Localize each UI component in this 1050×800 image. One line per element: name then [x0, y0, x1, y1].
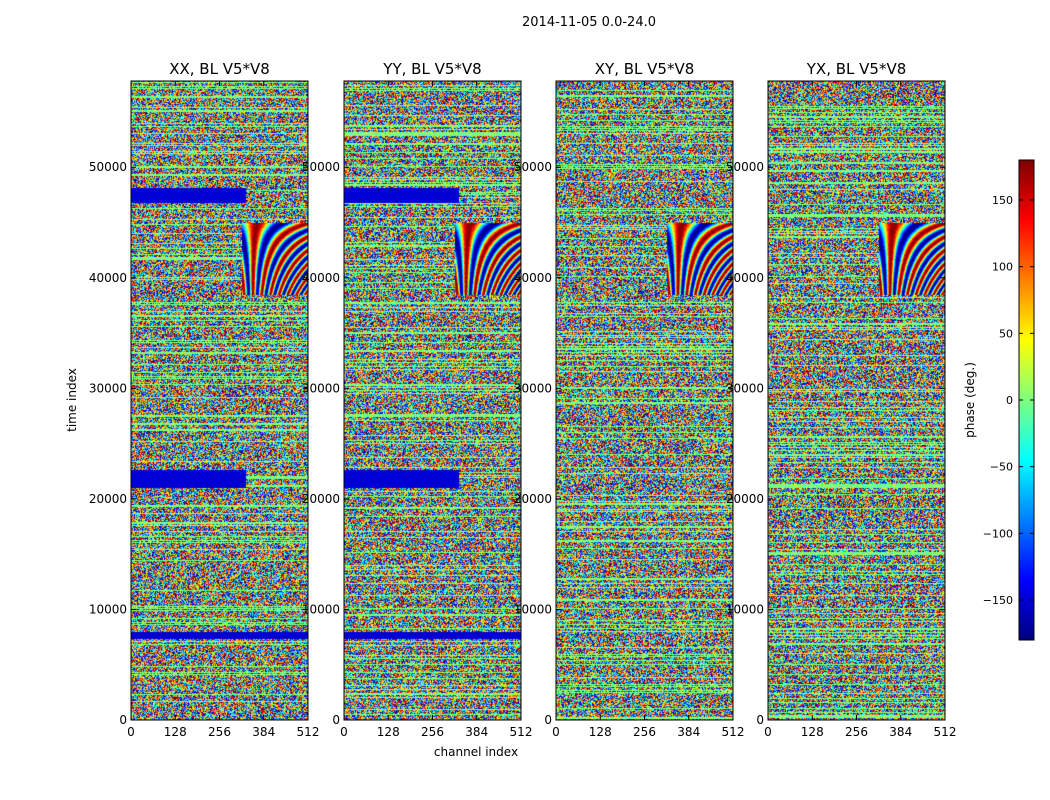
x-axis-label: channel index	[434, 745, 518, 759]
y-tick-label: 20000	[89, 492, 127, 506]
x-tick-label: 512	[722, 725, 745, 739]
y-tick-label: 50000	[89, 160, 127, 174]
y-tick-label: 20000	[514, 492, 552, 506]
y-tick-label: 10000	[514, 602, 552, 616]
y-tick-label: 40000	[514, 271, 552, 285]
y-tick-label: 10000	[726, 602, 764, 616]
panel-title: YX, BL V5*V8	[806, 60, 907, 78]
x-tick-label: 0	[764, 725, 772, 739]
colorbar-tick-label: 100	[992, 261, 1013, 274]
y-tick-label: 30000	[89, 381, 127, 395]
x-tick-label: 0	[127, 725, 135, 739]
x-tick-label: 384	[677, 725, 700, 739]
x-tick-label: 512	[297, 725, 320, 739]
x-tick-label: 128	[377, 725, 400, 739]
y-tick-label: 50000	[514, 160, 552, 174]
y-tick-label: 0	[756, 713, 764, 727]
y-tick-label: 20000	[726, 492, 764, 506]
x-tick-label: 128	[164, 725, 187, 739]
x-tick-label: 256	[421, 725, 444, 739]
y-tick-label: 40000	[302, 271, 340, 285]
y-tick-label: 20000	[302, 492, 340, 506]
y-tick-label: 10000	[89, 602, 127, 616]
colorbar-label: phase (deg.)	[963, 362, 977, 438]
y-tick-label: 40000	[726, 271, 764, 285]
y-tick-label: 50000	[726, 160, 764, 174]
x-tick-label: 384	[252, 725, 275, 739]
panel-1: XX, BL V5*V8 0 128 256 384 512 0 10000 20000 3000…	[65, 60, 319, 739]
y-tick-label: 30000	[726, 381, 764, 395]
heatmap-image	[556, 81, 733, 720]
panels: XX, BL V5*V8 0 128 256 384 512 0 10000 20000 3000…	[65, 60, 956, 759]
heatmap-image	[344, 81, 521, 720]
panel-3: XY, BL V5*V8 0 128 256 384 512 0 10000 20000 3000…	[514, 60, 745, 739]
colorbar-tick-label: −50	[990, 461, 1013, 474]
heatmap-image	[131, 81, 308, 720]
x-tick-label: 256	[633, 725, 656, 739]
panel-title: YY, BL V5*V8	[382, 60, 481, 78]
y-tick-label: 10000	[302, 602, 340, 616]
x-tick-label: 128	[801, 725, 824, 739]
colorbar-tick-label: 50	[999, 327, 1013, 340]
panel-title: XY, BL V5*V8	[595, 60, 695, 78]
y-tick-label: 30000	[514, 381, 552, 395]
figure-title: 2014-11-05 0.0-24.0	[522, 15, 656, 30]
x-tick-label: 384	[465, 725, 488, 739]
y-tick-label: 0	[119, 713, 127, 727]
colorbar-tick-label: 150	[992, 194, 1013, 207]
y-tick-label: 50000	[302, 160, 340, 174]
colorbar-tick-label: −100	[983, 527, 1013, 540]
y-tick-label: 30000	[302, 381, 340, 395]
panel-2: YY, BL V5*V8 0 128 256 384 512 0 10000 20000 3000…	[302, 60, 533, 759]
x-tick-label: 512	[510, 725, 533, 739]
colorbar-tick-label: 0	[1006, 394, 1013, 407]
x-tick-label: 0	[552, 725, 560, 739]
x-tick-label: 384	[889, 725, 912, 739]
colorbar: 150 100 50 0 −50 −100 −150 phase (deg.)	[963, 159, 1035, 641]
y-tick-label: 40000	[89, 271, 127, 285]
colorbar-tick-label: −150	[983, 594, 1013, 607]
x-tick-label: 0	[340, 725, 348, 739]
panel-title: XX, BL V5*V8	[169, 60, 270, 78]
panel-4: YX, BL V5*V8 0 128 256 384 512 0 10000 20000 3000…	[726, 60, 957, 739]
y-tick-label: 0	[544, 713, 552, 727]
heatmap-image	[768, 81, 945, 720]
x-tick-label: 512	[934, 725, 957, 739]
x-tick-label: 256	[845, 725, 868, 739]
x-tick-label: 128	[589, 725, 612, 739]
x-tick-label: 256	[208, 725, 231, 739]
y-axis-label: time index	[65, 368, 79, 432]
y-tick-label: 0	[332, 713, 340, 727]
